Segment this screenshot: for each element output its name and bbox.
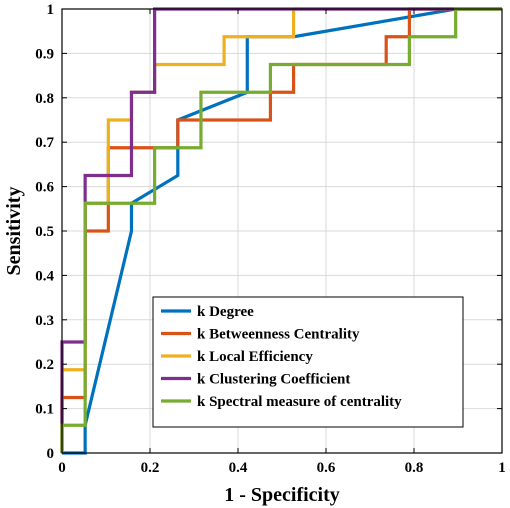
y-tick-label: 0.8 (35, 91, 54, 107)
ticks (61, 8, 503, 454)
y-tick-label: 0.7 (35, 135, 54, 151)
y-axis-label: Sensitivity (3, 187, 25, 276)
x-tick-label: 0.4 (229, 460, 248, 476)
y-tick-label: 0.6 (35, 180, 54, 196)
x-axis-label: 1 - Specificity (224, 484, 340, 506)
y-tick-label: 0.1 (35, 402, 54, 418)
y-tick-labels: 0 0.1 0.2 0.3 0.4 0.5 0.6 0.7 0.8 0.9 1 (35, 2, 54, 462)
y-tick-label: 0.3 (35, 313, 54, 329)
y-tick-label: 0.4 (35, 268, 54, 284)
y-tick-label: 0.2 (35, 357, 54, 373)
y-tick-label: 0.9 (35, 46, 54, 62)
series-line-5 (60, 7, 502, 453)
legend: k Degree k Betweenness Centrality k Local … (152, 296, 464, 428)
y-tick-label: 0.5 (35, 224, 54, 240)
x-tick-labels: 0 0.2 0.4 0.6 0.8 1 (58, 460, 506, 476)
legend-label-1: k Degree (197, 304, 254, 320)
x-tick-label: 0.2 (141, 460, 160, 476)
legend-label-3: k Local Efficiency (197, 349, 313, 365)
x-tick-label: 0 (58, 460, 66, 476)
legend-items: k Degree k Betweenness Centrality k Local … (161, 304, 402, 410)
legend-label-4: k Clustering Coefficient (197, 372, 350, 388)
legend-label-5: k Spectral measure of centrality (197, 394, 402, 410)
series-lines (60, 7, 502, 455)
x-tick-label: 0.6 (317, 460, 336, 476)
x-tick-label: 1 (498, 460, 506, 476)
legend-label-2: k Betweenness Centrality (197, 327, 360, 343)
series-line-4 (60, 7, 502, 453)
x-tick-label: 0.8 (405, 460, 424, 476)
legend-box (152, 296, 464, 428)
y-tick-label: 0 (47, 446, 55, 462)
y-tick-label: 1 (47, 2, 55, 18)
